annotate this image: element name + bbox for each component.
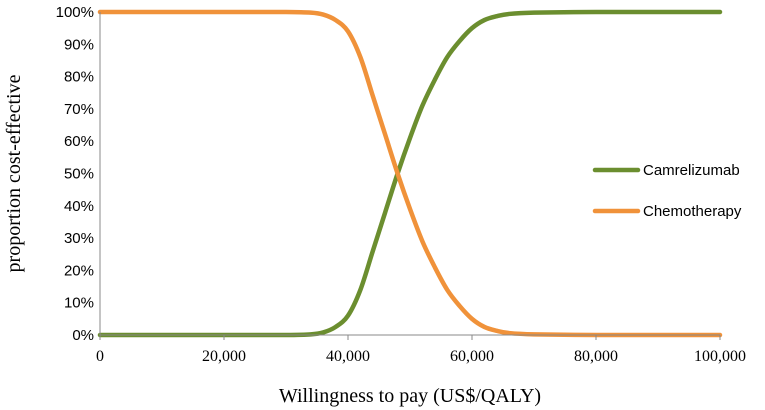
legend-label-camrelizumab: Camrelizumab xyxy=(643,162,740,179)
x-tick-label: 80,000 xyxy=(574,348,618,365)
legend-label-chemotherapy: Chemotherapy xyxy=(643,203,742,220)
x-axis-title: Willingness to pay (US$/QALY) xyxy=(279,385,541,407)
y-tick-label: 20% xyxy=(64,262,94,279)
legend: Camrelizumab Chemotherapy xyxy=(592,162,742,220)
x-tick-labels: 0 20,000 40,000 60,000 80,000 100,000 xyxy=(96,335,746,365)
y-tick-label: 50% xyxy=(64,166,94,183)
y-tick-label: 30% xyxy=(64,230,94,247)
y-tick-label: 10% xyxy=(64,295,94,312)
y-tick-labels: 0% 10% 20% 30% 40% 50% 60% 70% 80% 90% 100% xyxy=(56,4,94,344)
y-axis-title: proportion cost-effective xyxy=(3,74,25,272)
series-line-camrelizumab xyxy=(97,9,723,338)
y-tick-label: 60% xyxy=(64,133,94,150)
x-tick-label: 60,000 xyxy=(450,348,494,365)
x-tick-label: 20,000 xyxy=(202,348,246,365)
x-tick-label: 0 xyxy=(96,348,104,365)
y-tick-label: 40% xyxy=(64,198,94,215)
y-tick-label: 90% xyxy=(64,36,94,53)
y-tick-label: 70% xyxy=(64,101,94,118)
y-tick-label: 0% xyxy=(72,327,94,344)
y-tick-label: 100% xyxy=(56,4,94,21)
x-tick-label: 100,000 xyxy=(694,348,746,365)
x-tick-label: 40,000 xyxy=(326,348,370,365)
y-tick-label: 80% xyxy=(64,69,94,86)
series-line-chemotherapy xyxy=(97,9,723,338)
plot-lines xyxy=(97,9,723,338)
axes xyxy=(99,12,720,336)
